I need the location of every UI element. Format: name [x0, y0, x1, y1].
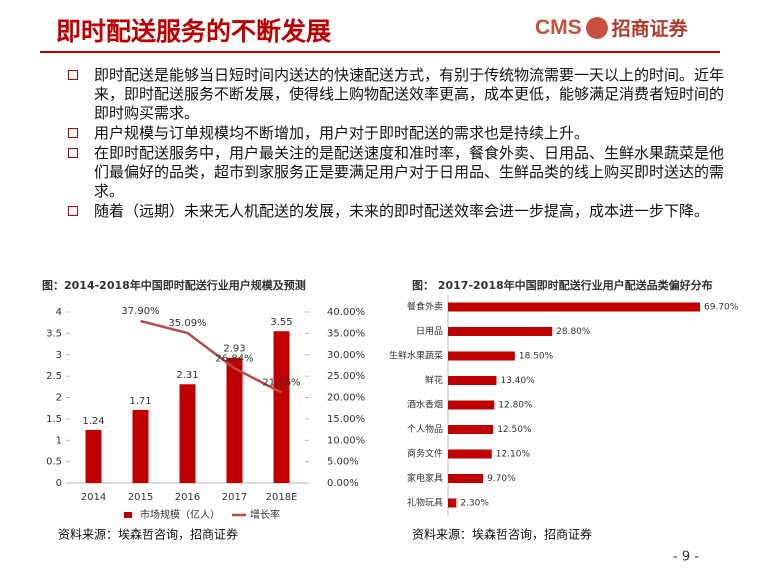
x-tick-label: 2018E — [266, 492, 298, 503]
y2-tick-label: 25.00% — [327, 371, 365, 382]
category-label: 鲜花 — [425, 374, 443, 386]
bar — [448, 474, 484, 483]
y2-tick-label: 10.00% — [327, 435, 365, 446]
bar-value-label: 2.93 — [223, 344, 245, 355]
bar-value-label: 18.50% — [519, 352, 554, 362]
x-tick-label: 2015 — [128, 492, 153, 503]
legend-swatch — [124, 512, 132, 518]
y-tick-label: 1 — [56, 435, 62, 446]
page-number: - 9 - — [673, 550, 699, 565]
category-label: 日用品 — [416, 326, 443, 337]
bullet: 在即时配送服务中，用户最关注的是配送速度和准时率，餐食外卖、日用品、生鲜水果蔬菜… — [66, 144, 736, 201]
bar-value-label: 1.71 — [129, 396, 151, 407]
logo-name: 招商证券 — [611, 18, 688, 40]
bar — [448, 376, 497, 385]
y2-tick-label: 20.00% — [327, 393, 365, 404]
y-tick-label: 0 — [56, 478, 62, 489]
source: 资料来源：埃森哲咨询，招商证券 — [412, 527, 592, 542]
category-label: 礼物玩具 — [407, 497, 443, 509]
bar — [226, 357, 243, 483]
y2-tick-label: 15.00% — [327, 414, 365, 425]
legend-label: 市场规模（亿人） — [140, 508, 220, 521]
line-value-label: 26.84% — [215, 353, 253, 364]
line-value-label: 37.90% — [121, 306, 159, 317]
logo-text: CMS — [535, 15, 582, 39]
bar-value-label: 28.80% — [556, 327, 591, 337]
bar — [448, 498, 457, 508]
bar-value-label: 9.70% — [487, 474, 516, 484]
bar-value-label: 2.30% — [460, 499, 489, 509]
y-tick-label: 3 — [56, 350, 62, 361]
y-tick-label: 0.5 — [46, 457, 62, 468]
y2-tick-label: 0.00% — [327, 478, 359, 489]
bar-value-label: 12.10% — [496, 450, 531, 460]
chart-title: 图： 2017-2018年中国即时配送行业用户配送品类偏好分布 — [412, 278, 713, 292]
x-tick-label: 2014 — [81, 492, 106, 503]
line-value-label: 21.16% — [262, 378, 300, 389]
y2-tick-label: 5.00% — [327, 457, 359, 468]
y2-tick-label: 30.00% — [327, 350, 365, 361]
y-tick-label: 3.5 — [46, 328, 62, 339]
bar — [448, 327, 553, 336]
growth-line — [140, 319, 283, 394]
bar-value-label: 12.50% — [497, 425, 532, 435]
y-tick-label: 2 — [56, 393, 62, 404]
bullet: 随着（远期）未来无人机配送的发展，未来的即时配送效率会进一步提高，成本进一步下降… — [66, 202, 736, 221]
title-rule — [40, 51, 720, 53]
category-label: 生鲜水果蔬菜 — [389, 350, 443, 362]
bullet-list: 即时配送是能够当日短时间内送达的快速配送方式，有别于传统物流需要一天以上的时间。… — [66, 66, 736, 222]
y2-tick-label: 40.00% — [327, 307, 365, 318]
x-tick-label: 2017 — [222, 492, 247, 503]
bar — [85, 429, 102, 483]
bar — [448, 400, 495, 410]
x-tick-label: 2016 — [175, 492, 200, 503]
y2-tick-label: 35.00% — [327, 328, 365, 339]
source: 资料来源：埃森哲咨询，招商证券 — [58, 527, 238, 542]
line-value-label: 35.09% — [168, 318, 206, 329]
bar-value-label: 13.40% — [500, 376, 535, 386]
category-label: 餐食外卖 — [407, 301, 443, 313]
bullet: 用户规模与订单规模均不断增加，用户对于即时配送的需求也是持续上升。 — [66, 124, 736, 143]
y-tick-label: 1.5 — [46, 414, 62, 425]
logo: CMS 招商证券 — [535, 14, 688, 41]
bar-value-label: 2.31 — [176, 370, 198, 381]
bar — [132, 409, 149, 483]
slide-title: 即时配送服务的不断发展 — [56, 17, 332, 46]
legend-label: 增长率 — [250, 508, 280, 521]
bar-value-label: 3.55 — [270, 317, 292, 328]
bar — [273, 331, 290, 483]
bar — [448, 302, 700, 312]
bar — [179, 384, 196, 483]
y-tick-label: 4 — [56, 307, 62, 318]
bar — [448, 351, 515, 361]
logo-icon — [585, 16, 608, 39]
bullet: 即时配送是能够当日短时间内送达的快速配送方式，有别于传统物流需要一天以上的时间。… — [66, 66, 736, 123]
bar-value-label: 1.24 — [82, 416, 104, 427]
bar — [448, 425, 494, 434]
category-label: 家电家具 — [407, 472, 443, 484]
category-label: 商务文件 — [407, 448, 443, 460]
y-tick-label: 2.5 — [46, 371, 62, 382]
bar-value-label: 12.80% — [498, 401, 533, 411]
bar — [448, 449, 492, 459]
category-label: 酒水香烟 — [407, 399, 443, 411]
category-label: 个人物品 — [407, 423, 443, 435]
chart-title: 图：2014-2018年中国即时配送行业用户规模及预测 — [42, 278, 306, 292]
bar-value-label: 69.70% — [704, 303, 739, 313]
